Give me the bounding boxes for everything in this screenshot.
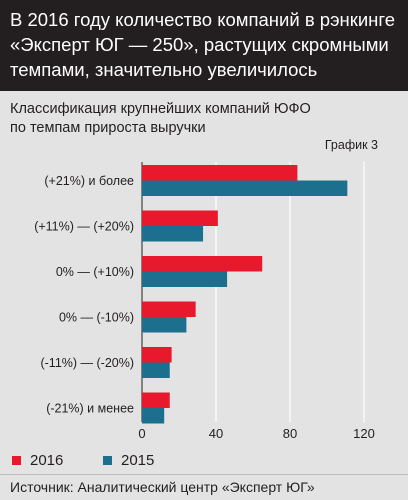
category-label-1: (+11%) — (+20%) — [34, 220, 134, 234]
grid-layer — [141, 162, 365, 422]
bar-2016-2 — [142, 256, 263, 272]
graph-number-label: График 3 — [324, 138, 378, 152]
tick-label-0: 0 — [138, 426, 145, 441]
category-label-2: 0% — (+10%) — [56, 265, 134, 279]
chart-subtitle: Классификация крупнейших компаний ЮФО по… — [10, 101, 311, 136]
x-axis-ticks: 0 40 80 120 — [138, 426, 374, 441]
chart-header: В 2016 году количество компаний в рэнкин… — [0, 0, 408, 91]
legend-swatch-2016 — [12, 456, 21, 465]
tick-label-80: 80 — [283, 426, 297, 441]
bar-2015-2 — [142, 271, 228, 287]
bar-2015-0 — [142, 180, 348, 196]
bar-2016-3 — [142, 301, 196, 317]
legend-label-2016: 2016 — [30, 452, 64, 469]
legend-item-2016: 2016 — [12, 452, 63, 469]
category-label-5: (-21%) и менее — [46, 402, 134, 416]
bar-2016-0 — [142, 165, 298, 181]
category-labels: (+21%) и более (+11%) — (+20%) 0% — (+10%)… — [34, 174, 134, 416]
bars-layer — [142, 165, 348, 424]
bar-2015-4 — [142, 362, 170, 378]
legend-item-2015: 2015 — [103, 452, 154, 469]
category-label-4: (-11%) — (-20%) — [40, 356, 134, 370]
bar-chart: (+21%) и более (+11%) — (+20%) 0% — (+10%)… — [34, 162, 375, 441]
tick-label-40: 40 — [209, 426, 223, 441]
category-label-0: (+21%) и более — [44, 174, 134, 188]
bar-2016-1 — [142, 210, 218, 226]
chart-title: В 2016 году количество компаний в рэнкин… — [10, 9, 396, 80]
tick-label-120: 120 — [353, 426, 375, 441]
category-label-3: 0% — (-10%) — [59, 311, 134, 325]
bar-2015-1 — [142, 226, 204, 242]
bar-2015-3 — [142, 317, 187, 333]
legend-swatch-2015 — [103, 456, 112, 465]
legend-label-2015: 2015 — [121, 452, 155, 469]
legend: 2016 2015 — [8, 452, 398, 472]
source-note: Источник: Аналитический центр «Эксперт Ю… — [0, 474, 408, 500]
bar-2016-4 — [142, 347, 172, 363]
bar-2015-5 — [142, 408, 165, 424]
bar-2016-5 — [142, 392, 170, 408]
